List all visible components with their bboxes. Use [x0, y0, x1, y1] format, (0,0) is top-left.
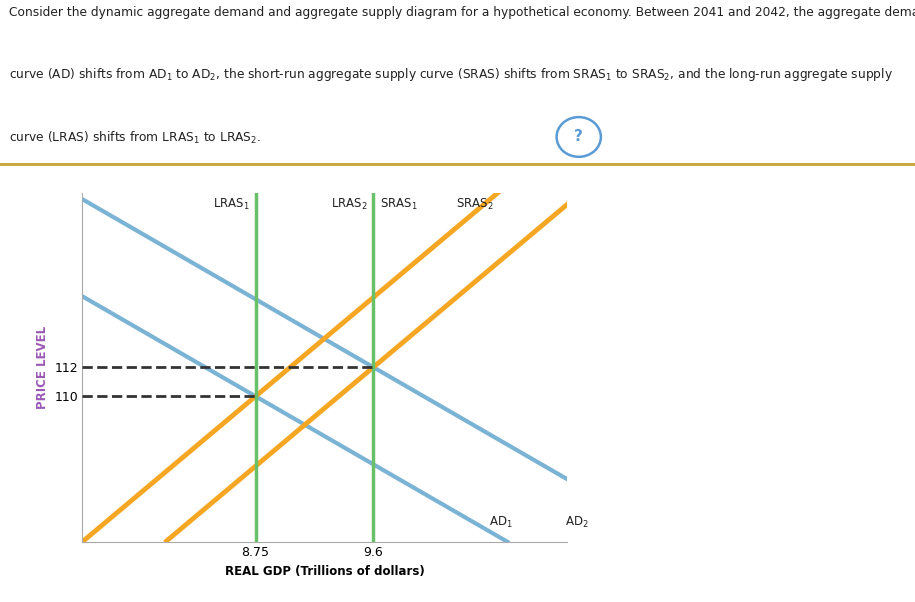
X-axis label: REAL GDP (Trillions of dollars): REAL GDP (Trillions of dollars)	[225, 565, 425, 577]
Y-axis label: PRICE LEVEL: PRICE LEVEL	[36, 326, 48, 409]
Text: SRAS$_1$: SRAS$_1$	[381, 197, 418, 212]
Text: curve (AD) shifts from AD$_1$ to AD$_2$, the short-run aggregate supply curve (S: curve (AD) shifts from AD$_1$ to AD$_2$,…	[9, 66, 893, 83]
Text: LRAS$_1$: LRAS$_1$	[213, 197, 250, 212]
Text: AD$_2$: AD$_2$	[565, 515, 589, 530]
Text: Consider the dynamic aggregate demand and aggregate supply diagram for a hypothe: Consider the dynamic aggregate demand an…	[9, 6, 915, 19]
Text: curve (LRAS) shifts from LRAS$_1$ to LRAS$_2$.: curve (LRAS) shifts from LRAS$_1$ to LRA…	[9, 129, 262, 146]
Text: SRAS$_2$: SRAS$_2$	[457, 197, 494, 212]
Text: AD$_1$: AD$_1$	[489, 515, 512, 530]
Text: LRAS$_2$: LRAS$_2$	[331, 197, 368, 212]
Text: ?: ?	[575, 129, 583, 144]
